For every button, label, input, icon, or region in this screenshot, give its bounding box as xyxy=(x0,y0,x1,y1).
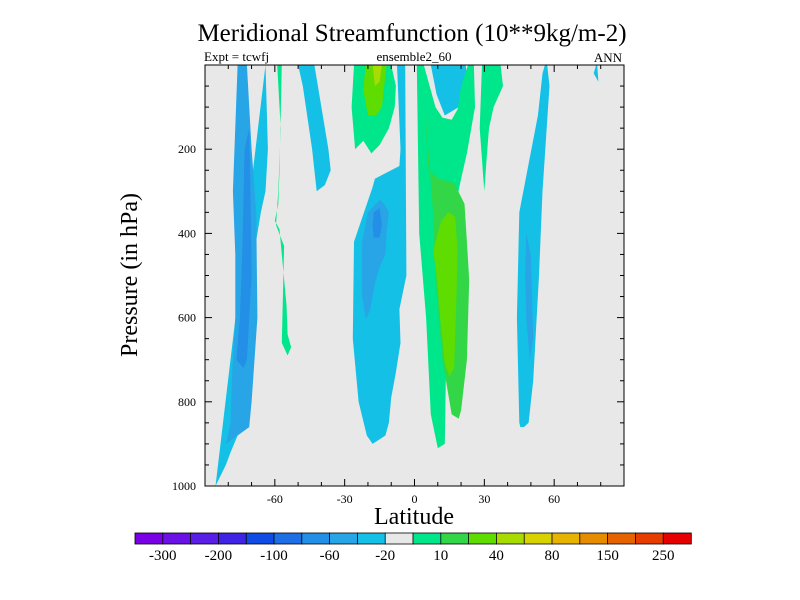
y-tick-labels: 200 400 600 800 1000 xyxy=(172,142,196,493)
colorbar-label: 250 xyxy=(652,548,675,564)
y-tick-label: 1000 xyxy=(172,479,196,493)
nh-upper-green xyxy=(479,65,503,192)
colorbar-label: -300 xyxy=(149,548,177,564)
colorbar-swatch xyxy=(329,532,359,545)
sh-polar-narrow-band xyxy=(274,65,292,356)
colorbar-swatch xyxy=(356,532,386,545)
colorbar-swatch xyxy=(579,532,609,545)
y-axis-label: Pressure (in hPa) xyxy=(117,193,143,357)
colorbar-label: -20 xyxy=(375,548,395,564)
nh-ferrel-core xyxy=(525,233,534,360)
nh-ferrel-cell xyxy=(516,65,550,428)
plot-frame xyxy=(204,64,625,487)
sh-hadley-inner xyxy=(372,208,382,238)
sh-hadley-core xyxy=(362,199,389,318)
y-tick-label: 200 xyxy=(178,142,196,156)
colorbar-swatch xyxy=(134,532,164,545)
colorbar-swatch xyxy=(301,532,331,545)
colorbar-swatch xyxy=(607,532,637,545)
colorbar-labels: -300 -200 -100 -60 -20 10 40 80 150 250 xyxy=(149,548,674,564)
colorbar-swatch xyxy=(273,532,303,545)
ensemble-label: ensemble2_60 xyxy=(376,49,451,64)
sh-polar-cell-inner xyxy=(236,128,252,369)
colorbar-swatch xyxy=(523,532,553,545)
x-axis-label: Latitude xyxy=(374,504,454,530)
colorbar-swatch xyxy=(190,532,220,545)
y-tick-label: 400 xyxy=(178,226,196,240)
colorbar xyxy=(134,532,692,545)
sh-upper-yellow xyxy=(372,65,382,86)
season-label: ANN xyxy=(594,50,623,65)
colorbar-label: 40 xyxy=(489,548,504,564)
chart-title: Meridional Streamfunction (10**9kg/m-2) xyxy=(197,20,626,47)
colorbar-swatch xyxy=(495,532,525,545)
colorbar-label: -200 xyxy=(205,548,233,564)
colorbar-swatch xyxy=(384,532,414,545)
experiment-label: Expt = tcwfj xyxy=(204,49,269,64)
colorbar-swatch xyxy=(662,532,692,545)
colorbar-swatch xyxy=(551,532,581,545)
x-tick-labels: -60 -30 0 30 60 xyxy=(267,492,560,506)
streamfunction-contours xyxy=(215,65,599,486)
sh-upper-cell xyxy=(298,65,331,192)
x-tick-label: -60 xyxy=(267,492,283,506)
x-tick-label: 60 xyxy=(548,492,560,506)
colorbar-swatch xyxy=(440,532,470,545)
colorbar-label: 10 xyxy=(433,548,448,564)
colorbar-swatch xyxy=(245,532,275,545)
nh-polar-sliver xyxy=(593,65,599,82)
colorbar-swatch xyxy=(635,532,664,545)
colorbar-swatch xyxy=(162,532,192,545)
sh-upper-green-core xyxy=(363,65,387,116)
colorbar-swatch xyxy=(468,532,498,545)
colorbar-label: 150 xyxy=(596,548,619,564)
x-tick-label: 30 xyxy=(478,492,490,506)
nh-hadley-inner xyxy=(433,212,458,377)
colorbar-label: -60 xyxy=(320,548,340,564)
colorbar-swatch xyxy=(412,532,442,545)
x-tick-label: -30 xyxy=(337,492,353,506)
plot-area: -60 -30 0 30 60 200 400 600 800 1000 xyxy=(172,64,625,506)
plot-background xyxy=(205,65,624,486)
x-tick-label: 0 xyxy=(412,492,418,506)
colorbar-label: -100 xyxy=(260,548,288,564)
y-tick-label: 800 xyxy=(178,395,196,409)
colorbar-swatch xyxy=(217,532,247,545)
colorbar-label: 80 xyxy=(545,548,560,564)
y-tick-label: 600 xyxy=(178,311,196,325)
